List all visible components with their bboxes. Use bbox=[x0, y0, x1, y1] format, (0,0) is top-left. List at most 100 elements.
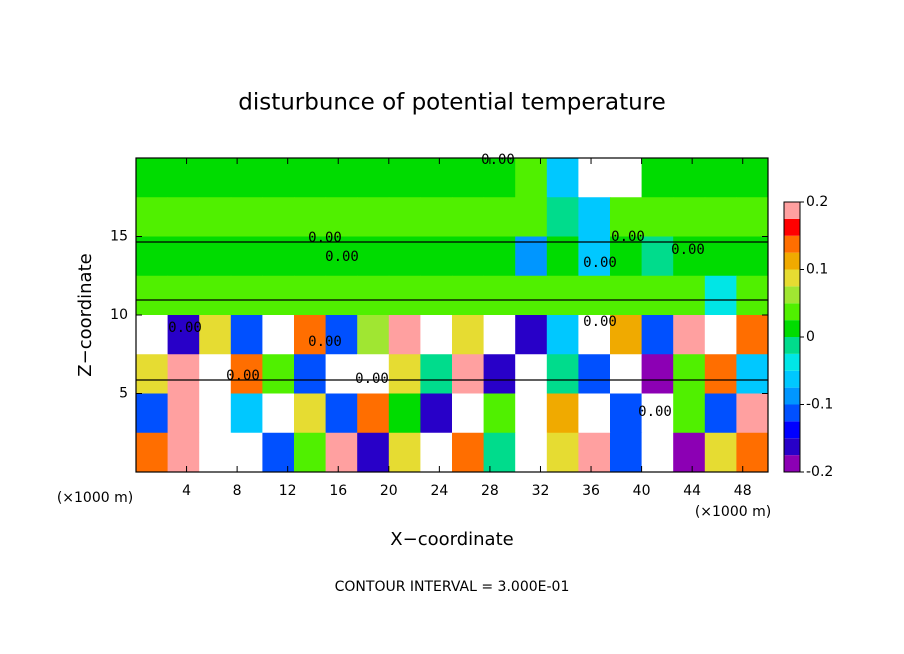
field-cell bbox=[136, 197, 169, 237]
field-cell bbox=[483, 432, 516, 473]
colorbar-swatch bbox=[784, 286, 800, 304]
field-cell bbox=[262, 236, 295, 277]
field-cell bbox=[546, 275, 579, 316]
x-tick-label: 4 bbox=[182, 483, 191, 499]
contour-label: 0.00 bbox=[638, 404, 672, 420]
field-cell bbox=[199, 275, 232, 316]
colorbar-swatch bbox=[784, 320, 800, 337]
field-cell bbox=[546, 158, 579, 198]
field-cell bbox=[546, 315, 579, 355]
field-cell bbox=[388, 236, 421, 277]
field-cell bbox=[325, 432, 358, 473]
field-cell bbox=[388, 432, 421, 473]
field-cell bbox=[325, 236, 358, 277]
y-tick-label: 5 bbox=[119, 386, 128, 402]
field-cell bbox=[262, 197, 295, 237]
x-tick-label: 28 bbox=[481, 483, 499, 499]
contour-label: 0.00 bbox=[226, 368, 260, 384]
field-cell bbox=[578, 393, 611, 434]
field-cell bbox=[704, 432, 737, 473]
field-cell bbox=[420, 236, 453, 277]
field-cell bbox=[546, 197, 579, 237]
field-cell bbox=[641, 197, 674, 237]
field-cell bbox=[641, 354, 674, 394]
field bbox=[136, 158, 769, 473]
x-tick-label: 12 bbox=[279, 483, 297, 499]
colorbar-swatch bbox=[784, 337, 800, 354]
field-cell bbox=[641, 432, 674, 473]
field-cell bbox=[294, 197, 327, 237]
field-cell bbox=[452, 275, 485, 316]
colorbar-swatch bbox=[784, 218, 800, 236]
field-cell bbox=[262, 315, 295, 355]
field-cell bbox=[325, 197, 358, 237]
field-cell bbox=[673, 354, 706, 394]
field-cell bbox=[736, 315, 769, 355]
field-cell bbox=[262, 158, 295, 198]
x-tick-label: 20 bbox=[380, 483, 398, 499]
field-cell bbox=[167, 393, 200, 434]
field-cell bbox=[136, 315, 169, 355]
contour-label: 0.00 bbox=[308, 334, 342, 350]
colorbar-swatch bbox=[784, 269, 800, 287]
field-cell bbox=[736, 354, 769, 394]
field-cell bbox=[578, 432, 611, 473]
field-cell bbox=[736, 393, 769, 434]
field-cell bbox=[262, 275, 295, 316]
field-cell bbox=[641, 158, 674, 198]
field-cell bbox=[294, 158, 327, 198]
field-cell bbox=[736, 275, 769, 316]
field-cell bbox=[357, 197, 390, 237]
field-cell bbox=[294, 354, 327, 394]
y-tick-label: 15 bbox=[110, 229, 128, 245]
field-cell bbox=[610, 158, 643, 198]
field-cell bbox=[610, 393, 643, 434]
x-tick-label: 44 bbox=[683, 483, 701, 499]
x-tick-label: 8 bbox=[233, 483, 242, 499]
field-cell bbox=[578, 275, 611, 316]
field-cell bbox=[420, 275, 453, 316]
field-cell bbox=[199, 354, 232, 394]
field-cell bbox=[136, 432, 169, 473]
field-cell bbox=[736, 236, 769, 277]
contour-label: 0.00 bbox=[611, 229, 645, 245]
field-cell bbox=[262, 393, 295, 434]
field-cell bbox=[357, 432, 390, 473]
contour-label: 0.00 bbox=[325, 249, 359, 265]
field-cell bbox=[641, 236, 674, 277]
field-cell bbox=[673, 236, 706, 277]
field-cell bbox=[167, 158, 200, 198]
field-cell bbox=[641, 275, 674, 316]
contour-label: 0.00 bbox=[308, 230, 342, 246]
field-cell bbox=[230, 197, 263, 237]
field-cell bbox=[167, 236, 200, 277]
field-cell bbox=[230, 275, 263, 316]
field-cell bbox=[136, 158, 169, 198]
field-cell bbox=[294, 393, 327, 434]
field-cell bbox=[357, 158, 390, 198]
field-cell bbox=[641, 315, 674, 355]
field-cell bbox=[420, 432, 453, 473]
contour-label: 0.00 bbox=[481, 152, 515, 168]
field-cell bbox=[673, 197, 706, 237]
field-cell bbox=[578, 354, 611, 394]
field-cell bbox=[641, 393, 674, 434]
y-tick-label: 10 bbox=[110, 307, 128, 323]
field-cell bbox=[420, 354, 453, 394]
field-cell bbox=[452, 393, 485, 434]
field-cell bbox=[704, 354, 737, 394]
field-cell bbox=[357, 393, 390, 434]
field-cell bbox=[515, 393, 548, 434]
field-cell bbox=[167, 197, 200, 237]
contour-label: 0.00 bbox=[168, 320, 202, 336]
field-cell bbox=[452, 354, 485, 394]
colorbar-swatch bbox=[784, 353, 800, 371]
field-cell bbox=[673, 432, 706, 473]
field-cell bbox=[736, 158, 769, 198]
x-tick-label: 36 bbox=[582, 483, 600, 499]
contour-label: 0.00 bbox=[583, 314, 617, 330]
field-cell bbox=[673, 158, 706, 198]
field-cell bbox=[515, 315, 548, 355]
x-tick-label: 32 bbox=[532, 483, 550, 499]
